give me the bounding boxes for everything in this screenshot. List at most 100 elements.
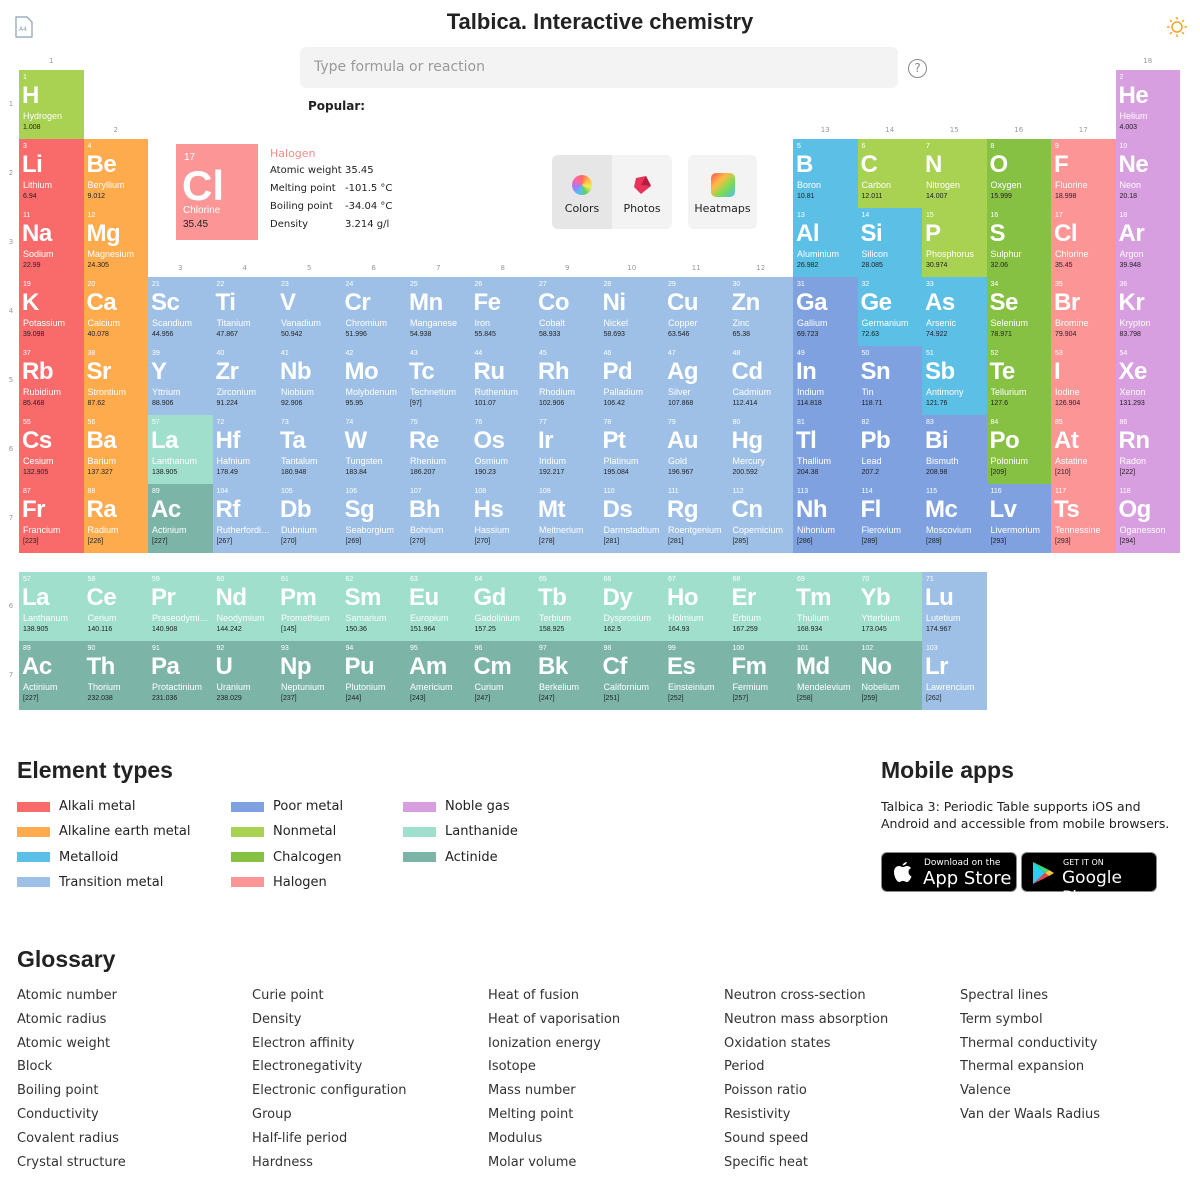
glossary-link[interactable]: Neutron cross-section [724,988,866,1003]
element-cell[interactable]: 99 Es Einsteinium [252] [664,641,729,710]
element-cell[interactable]: 56 Ba Barium 137.327 [83,415,148,484]
element-cell[interactable]: 41 Nb Niobium 92.906 [277,346,342,415]
element-cell[interactable]: 93 Np Neptunium [237] [277,641,342,710]
element-cell[interactable]: 59 Pr Praseodymium 140.908 [148,572,213,641]
glossary-link[interactable]: Boiling point [17,1083,99,1099]
element-cell[interactable]: 69 Tm Thulium 168.934 [793,572,858,641]
element-cell[interactable]: 35 Br Bromine 79.904 [1051,277,1116,346]
element-cell[interactable]: 21 Sc Scandium 44.956 [148,277,213,346]
element-cell[interactable]: 80 Hg Mercury 200.592 [728,415,793,484]
element-cell[interactable]: 89 Ac Actinium [227] [148,484,213,553]
glossary-link[interactable]: Conductivity [17,1107,99,1122]
glossary-link[interactable]: Electronic configuration [252,1083,407,1099]
element-cell[interactable]: 76 Os Osmium 190.23 [470,415,535,484]
element-cell[interactable]: 113 Nh Nihonium [286] [793,484,858,553]
element-cell[interactable]: 98 Cf Californium [251] [599,641,664,710]
element-cell[interactable]: 58 Ce Cerium 140.116 [83,572,148,641]
element-cell[interactable]: 30 Zn Zinc 65.38 [728,277,793,346]
element-cell[interactable]: 6 C Carbon 12.011 [857,139,922,208]
element-cell[interactable]: 20 Ca Calcium 40.078 [83,277,148,346]
element-cell[interactable]: 16 S Sulphur 32.06 [986,208,1051,277]
glossary-link[interactable]: Block [17,1059,53,1075]
element-cell[interactable]: 39 Y Yttrium 88.906 [148,346,213,415]
element-cell[interactable]: 40 Zr Zirconium 91.224 [212,346,277,415]
element-cell[interactable]: 28 Ni Nickel 58.693 [599,277,664,346]
element-cell[interactable]: 75 Re Rhenium 186.207 [406,415,471,484]
element-cell[interactable]: 52 Te Tellurium 127.6 [986,346,1051,415]
element-cell[interactable]: 17 Cl Chlorine 35.45 [1051,208,1116,277]
element-cell[interactable]: 72 Hf Hafnium 178.49 [212,415,277,484]
element-cell[interactable]: 97 Bk Berkelium [247] [535,641,600,710]
element-cell[interactable]: 86 Rn Radon [222] [1115,415,1180,484]
element-cell[interactable]: 3 Li Lithium 6.94 [19,139,84,208]
element-cell[interactable]: 106 Sg Seaborgium [269] [341,484,406,553]
element-cell[interactable]: 117 Ts Tennessine [293] [1051,484,1116,553]
element-cell[interactable]: 47 Ag Silver 107.868 [664,346,729,415]
glossary-link[interactable]: Van der Waals Radius [960,1107,1101,1122]
search-box[interactable]: Type formula or reaction [300,47,898,88]
element-cell[interactable]: 81 Tl Thallium 204.38 [793,415,858,484]
element-cell[interactable]: 111 Rg Roentgenium [281] [664,484,729,553]
heatmaps-button[interactable]: Heatmaps [688,155,757,229]
glossary-link[interactable]: Modulus [488,1130,543,1146]
glossary-link[interactable]: Poisson ratio [724,1083,807,1099]
glossary-link[interactable]: Group [252,1107,292,1122]
element-cell[interactable]: 103 Lr Lawrencium [262] [922,641,987,710]
element-cell[interactable]: 34 Se Selenium 78.971 [986,277,1051,346]
element-cell[interactable]: 105 Db Dubnium [270] [277,484,342,553]
glossary-link[interactable]: Thermal expansion [960,1059,1085,1075]
glossary-link[interactable]: Atomic number [17,988,118,1003]
element-cell[interactable]: 9 F Fluorine 18.998 [1051,139,1116,208]
element-cell[interactable]: 112 Cn Copernicium [285] [728,484,793,553]
element-cell[interactable]: 14 Si Silicon 28.085 [857,208,922,277]
element-cell[interactable]: 64 Gd Gadolinium 157.25 [470,572,535,641]
element-cell[interactable]: 62 Sm Samarium 150.36 [341,572,406,641]
glossary-link[interactable]: Valence [960,1083,1011,1099]
element-cell[interactable]: 95 Am Americium [243] [406,641,471,710]
element-cell[interactable]: 73 Ta Tantalum 180.948 [277,415,342,484]
app-store-button[interactable]: Download on the App Store [881,852,1017,892]
element-cell[interactable]: 54 Xe Xenon 131.293 [1115,346,1180,415]
glossary-link[interactable]: Neutron mass absorption [724,1011,889,1027]
element-cell[interactable]: 71 Lu Lutetium 174.967 [922,572,987,641]
element-cell[interactable]: 53 I Iodine 126.904 [1051,346,1116,415]
element-cell[interactable]: 57 La Lanthanum 138.905 [19,572,84,641]
element-cell[interactable]: 109 Mt Meitnerium [278] [535,484,600,553]
element-cell[interactable]: 11 Na Sodium 22.99 [19,208,84,277]
glossary-link[interactable]: Electron affinity [252,1035,355,1051]
element-cell[interactable]: 24 Cr Chromium 51.996 [341,277,406,346]
element-cell[interactable]: 23 V Vanadium 50.942 [277,277,342,346]
glossary-link[interactable]: Molar volume [488,1154,577,1170]
a4-button[interactable]: A4 [15,16,33,38]
element-cell[interactable]: 4 Be Beryllium 9.012 [83,139,148,208]
element-cell[interactable]: 118 Og Oganesson [294] [1115,484,1180,553]
element-cell[interactable]: 55 Cs Cesium 132.905 [19,415,84,484]
element-cell[interactable]: 90 Th Thorium 232.038 [83,641,148,710]
element-cell[interactable]: 85 At Astatine [210] [1051,415,1116,484]
element-cell[interactable]: 38 Sr Strontium 87.62 [83,346,148,415]
photos-button[interactable]: Photos [612,155,672,229]
element-cell[interactable]: 61 Pm Promethium [145] [277,572,342,641]
element-cell[interactable]: 37 Rb Rubidium 85.468 [19,346,84,415]
glossary-link[interactable]: Mass number [488,1083,576,1099]
glossary-link[interactable]: Heat of fusion [488,988,580,1003]
element-cell[interactable]: 60 Nd Neodymium 144.242 [212,572,277,641]
glossary-link[interactable]: Curie point [252,988,324,1003]
glossary-link[interactable]: Covalent radius [17,1130,119,1146]
element-cell[interactable]: 5 B Boron 10.81 [793,139,858,208]
element-cell[interactable]: 100 Fm Fermium [257] [728,641,793,710]
element-cell[interactable]: 7 N Nitrogen 14.007 [922,139,987,208]
element-cell[interactable]: 25 Mn Manganese 54.938 [406,277,471,346]
element-cell[interactable]: 88 Ra Radium [226] [83,484,148,553]
glossary-link[interactable]: Ionization energy [488,1035,601,1051]
element-cell[interactable]: 31 Ga Gallium 69.723 [793,277,858,346]
element-cell[interactable]: 33 As Arsenic 74.922 [922,277,987,346]
element-cell[interactable]: 42 Mo Molybdenum 95.95 [341,346,406,415]
element-cell[interactable]: 79 Au Gold 196.967 [664,415,729,484]
element-cell[interactable]: 49 In Indium 114.818 [793,346,858,415]
help-button[interactable]: ? [908,59,927,78]
element-cell[interactable]: 57 La Lanthanum 138.905 [148,415,213,484]
glossary-link[interactable]: Atomic weight [17,1035,111,1051]
glossary-link[interactable]: Half-life period [252,1130,348,1146]
element-cell[interactable]: 107 Bh Bohrium [270] [406,484,471,553]
